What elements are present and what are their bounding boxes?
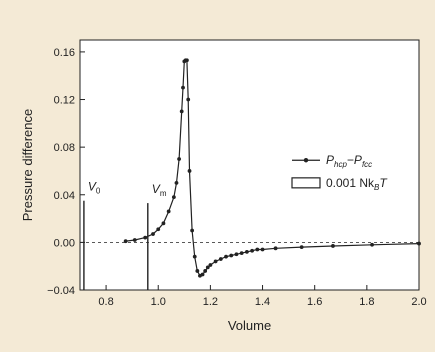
data-point xyxy=(239,251,244,255)
data-point xyxy=(186,97,191,102)
data-point xyxy=(255,247,260,252)
data-point xyxy=(370,242,374,247)
data-point xyxy=(195,269,200,273)
y-tick-label: 0.12 xyxy=(54,95,75,107)
y-tick-label: 0.00 xyxy=(54,237,75,249)
vertical-marker-label-main: V xyxy=(152,182,161,196)
legend-box-label-main: 0.001 Nk xyxy=(326,176,375,190)
data-point xyxy=(229,253,234,258)
data-point xyxy=(260,247,265,252)
data-point xyxy=(132,238,137,242)
legend-label-sub2: fcc xyxy=(362,160,372,169)
data-point xyxy=(331,244,335,248)
data-point xyxy=(143,235,148,240)
data-point xyxy=(205,265,210,270)
vertical-marker-label: Vm xyxy=(152,182,167,198)
y-tick-label: 0.04 xyxy=(54,190,75,202)
x-tick-label: 1.0 xyxy=(151,296,166,308)
data-point xyxy=(156,227,161,232)
data-point xyxy=(273,246,278,251)
legend-box-swatch xyxy=(291,177,321,189)
legend-box-label-end: T xyxy=(379,176,388,190)
data-point xyxy=(299,245,304,250)
data-point xyxy=(208,263,213,267)
series-line xyxy=(125,59,420,277)
series-layer xyxy=(123,58,421,278)
legend-label-main: P xyxy=(326,153,334,167)
legend-label-mid: −P xyxy=(347,153,362,167)
x-tick-label: 1.6 xyxy=(307,296,322,308)
plot-area xyxy=(79,39,420,291)
data-point xyxy=(185,58,189,63)
data-point xyxy=(171,195,176,200)
data-point xyxy=(234,252,239,257)
data-point xyxy=(213,259,218,264)
x-tick-label: 2.0 xyxy=(411,296,426,308)
legend: Phcp−Pfcc 0.001 NkBT xyxy=(291,153,388,192)
data-point xyxy=(161,221,166,226)
y-tick-label: 0.16 xyxy=(54,47,75,59)
data-point xyxy=(250,248,255,253)
legend-series-marker xyxy=(303,158,309,163)
x-tick-label: 1.4 xyxy=(255,296,270,308)
data-point xyxy=(174,180,179,185)
y-tick-label: −0.04 xyxy=(47,285,75,297)
legend-series-label: Phcp−Pfcc xyxy=(326,153,372,169)
data-point xyxy=(224,254,228,259)
data-point xyxy=(151,232,155,236)
data-point xyxy=(187,169,192,173)
data-point xyxy=(190,228,195,233)
data-point xyxy=(181,85,185,90)
vertical-marker-label: V0 xyxy=(88,180,101,196)
axes-layer: 0.8 1.0 1.2 1.4 1.6 1.8 2.0 −0.04 0.00 0.04 0.08 0.… xyxy=(47,47,426,308)
x-tick-label: 1.8 xyxy=(359,296,374,308)
y-tick-label: 0.08 xyxy=(54,142,75,154)
vertical-markers-layer: V0 Vm xyxy=(83,180,167,290)
data-point xyxy=(166,209,171,214)
data-point xyxy=(192,254,197,259)
data-point xyxy=(218,257,223,261)
data-point xyxy=(179,109,184,114)
data-point xyxy=(244,250,249,254)
vertical-marker-label-sub: m xyxy=(160,189,167,198)
legend-box-label: 0.001 NkBT xyxy=(326,176,388,192)
data-point xyxy=(203,269,208,273)
y-axis-title: Pressure difference xyxy=(20,109,35,222)
data-point xyxy=(200,272,205,277)
x-tick-label: 1.2 xyxy=(203,296,218,308)
data-point xyxy=(123,239,128,244)
data-point xyxy=(177,157,181,161)
legend-label-sub1: hcp xyxy=(334,160,347,169)
vertical-marker-label-sub: 0 xyxy=(96,187,101,196)
x-axis-title: Volume xyxy=(228,318,271,333)
data-point xyxy=(417,241,421,246)
vertical-marker-label-main: V xyxy=(88,180,97,194)
x-tick-label: 0.8 xyxy=(98,296,113,308)
legend-box-label-sub: B xyxy=(374,183,380,192)
